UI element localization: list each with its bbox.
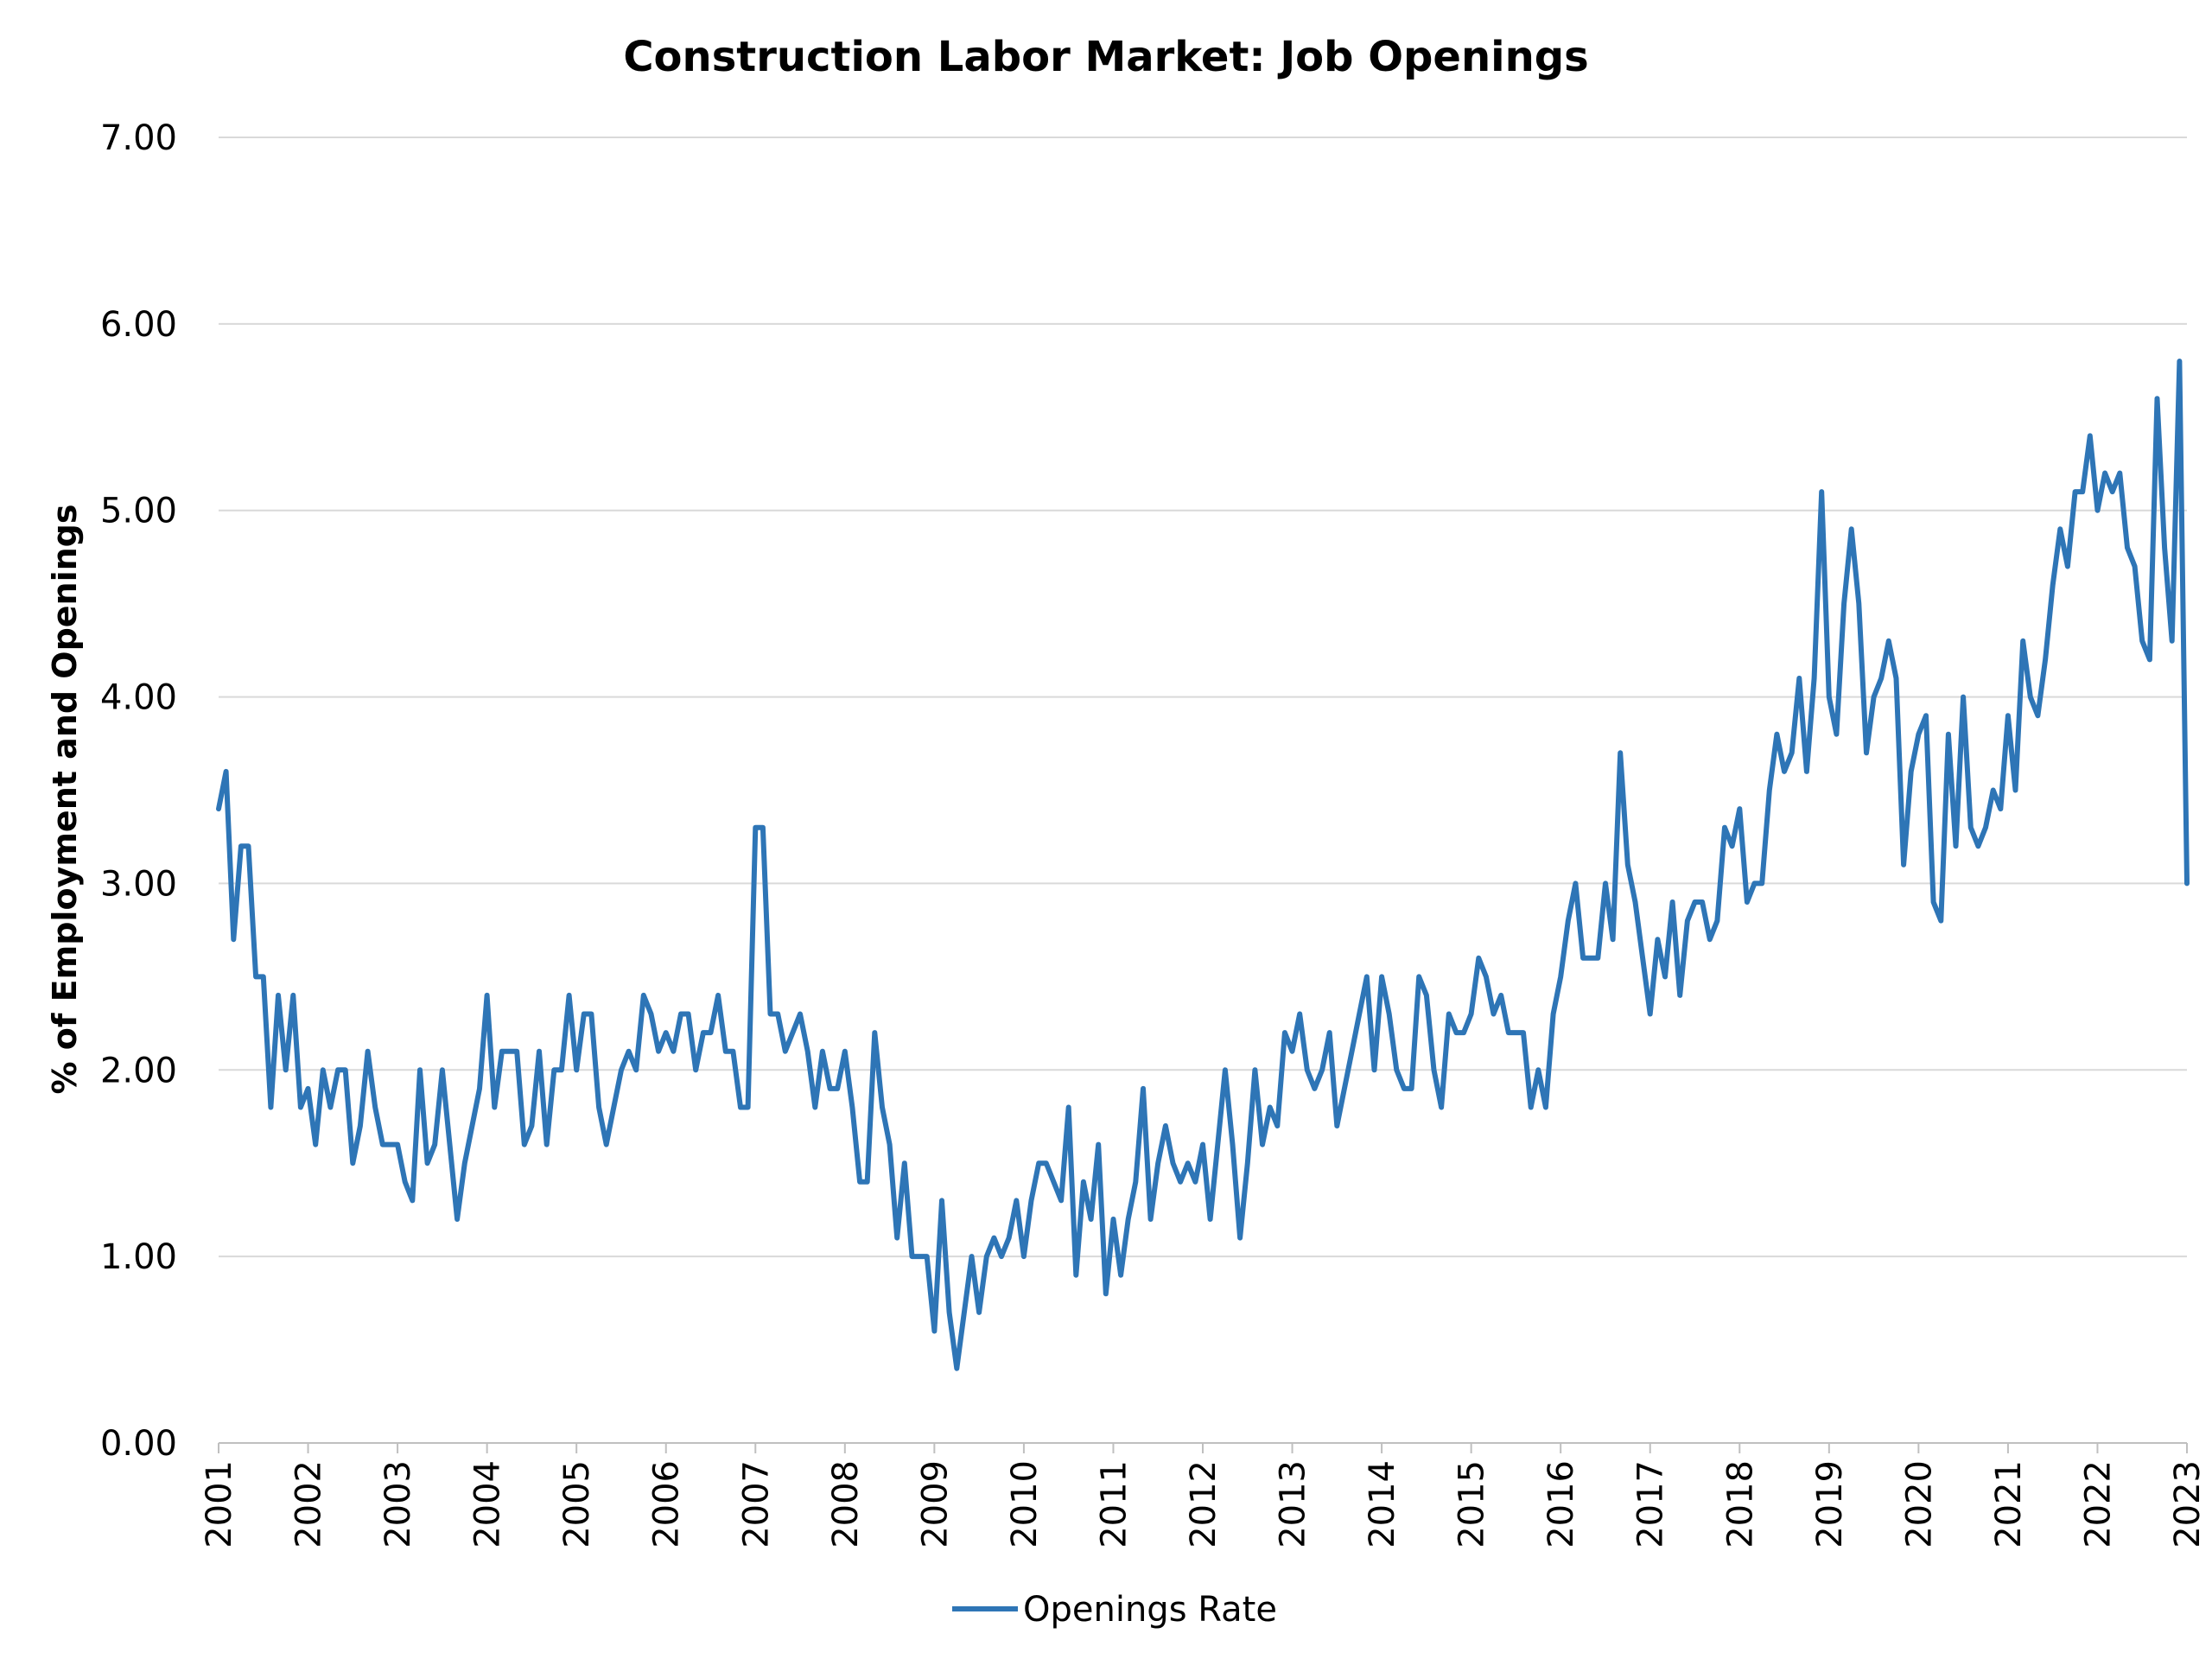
x-tick-label: 2018	[1720, 1460, 1760, 1548]
x-tick-label: 2007	[736, 1460, 776, 1548]
x-tick-label: 2009	[915, 1460, 955, 1548]
y-tick-label: 3.00	[100, 864, 177, 904]
x-tick-label: 2001	[200, 1460, 239, 1548]
y-tick-label: 5.00	[100, 492, 177, 531]
y-tick-label: 7.00	[100, 118, 177, 158]
x-tick-label: 2023	[2168, 1460, 2208, 1548]
x-tick-label: 2017	[1631, 1460, 1671, 1548]
series-layer	[216, 359, 2190, 1371]
y-tick-label: 6.00	[100, 305, 177, 345]
x-axis-ticks: 2001 2002 2003 2004 2005 2006 2007 2008 2009 2010…	[200, 1443, 2208, 1548]
legend-label: Openings Rate	[1023, 1590, 1277, 1630]
x-tick-label: 2012	[1184, 1460, 1224, 1548]
x-tick-label: 2008	[826, 1460, 866, 1548]
y-axis-ticks: 0.00 1.00 2.00 3.00 4.00 5.00 6.00 7.00	[100, 118, 177, 1464]
chart-title: Construction Labor Market: Job Openings	[623, 33, 1589, 81]
y-tick-label: 2.00	[100, 1051, 177, 1090]
series-line-0	[216, 359, 2190, 1371]
x-tick-label: 2005	[557, 1460, 597, 1548]
y-tick-label: 1.00	[100, 1237, 177, 1277]
gridlines	[219, 137, 2187, 1258]
x-tick-label: 2010	[1005, 1460, 1045, 1548]
y-axis-label: % of Employment and Openings	[46, 505, 84, 1095]
x-tick-label: 2002	[289, 1460, 329, 1548]
x-tick-label: 2019	[1810, 1460, 1850, 1548]
x-tick-label: 2003	[378, 1460, 418, 1548]
x-tick-label: 2022	[2078, 1460, 2118, 1548]
x-tick-label: 2016	[1541, 1460, 1581, 1548]
x-tick-label: 2021	[1989, 1460, 2029, 1548]
x-tick-label: 2006	[647, 1460, 687, 1548]
legend: Openings Rate	[952, 1590, 1277, 1630]
x-tick-label: 2011	[1094, 1460, 1134, 1548]
x-tick-label: 2013	[1274, 1460, 1313, 1548]
y-tick-label: 4.00	[100, 678, 177, 718]
x-tick-label: 2015	[1452, 1460, 1492, 1548]
x-tick-label: 2004	[468, 1460, 508, 1548]
y-tick-label: 0.00	[100, 1424, 177, 1464]
x-tick-label: 2014	[1363, 1460, 1402, 1548]
x-tick-label: 2020	[1899, 1460, 1939, 1548]
